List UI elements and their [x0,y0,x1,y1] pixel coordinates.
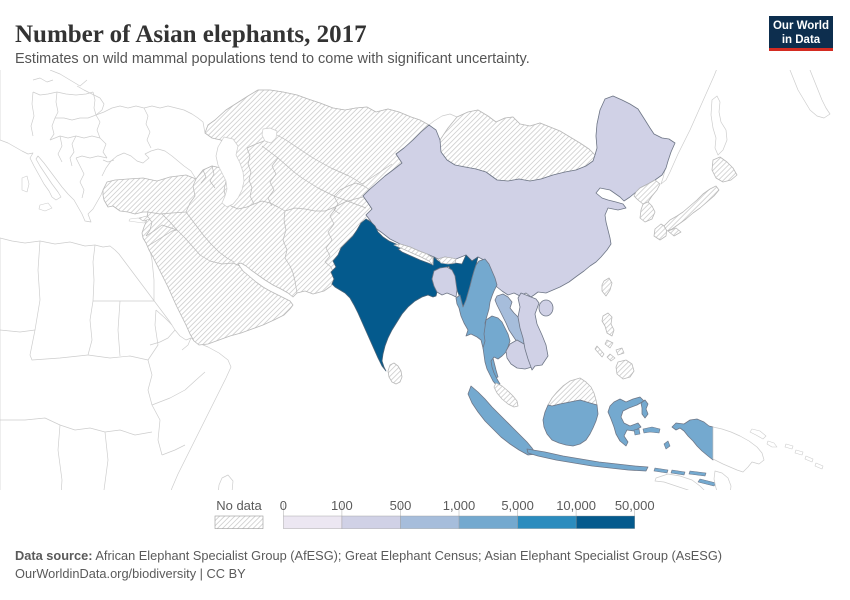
svg-text:500: 500 [390,498,412,513]
svg-text:100: 100 [331,498,353,513]
svg-text:0: 0 [280,498,287,513]
svg-text:1,000: 1,000 [443,498,476,513]
svg-text:5,000: 5,000 [501,498,534,513]
svg-text:50,000: 50,000 [615,498,655,513]
svg-text:10,000: 10,000 [556,498,596,513]
svg-text:No data: No data [216,498,262,513]
